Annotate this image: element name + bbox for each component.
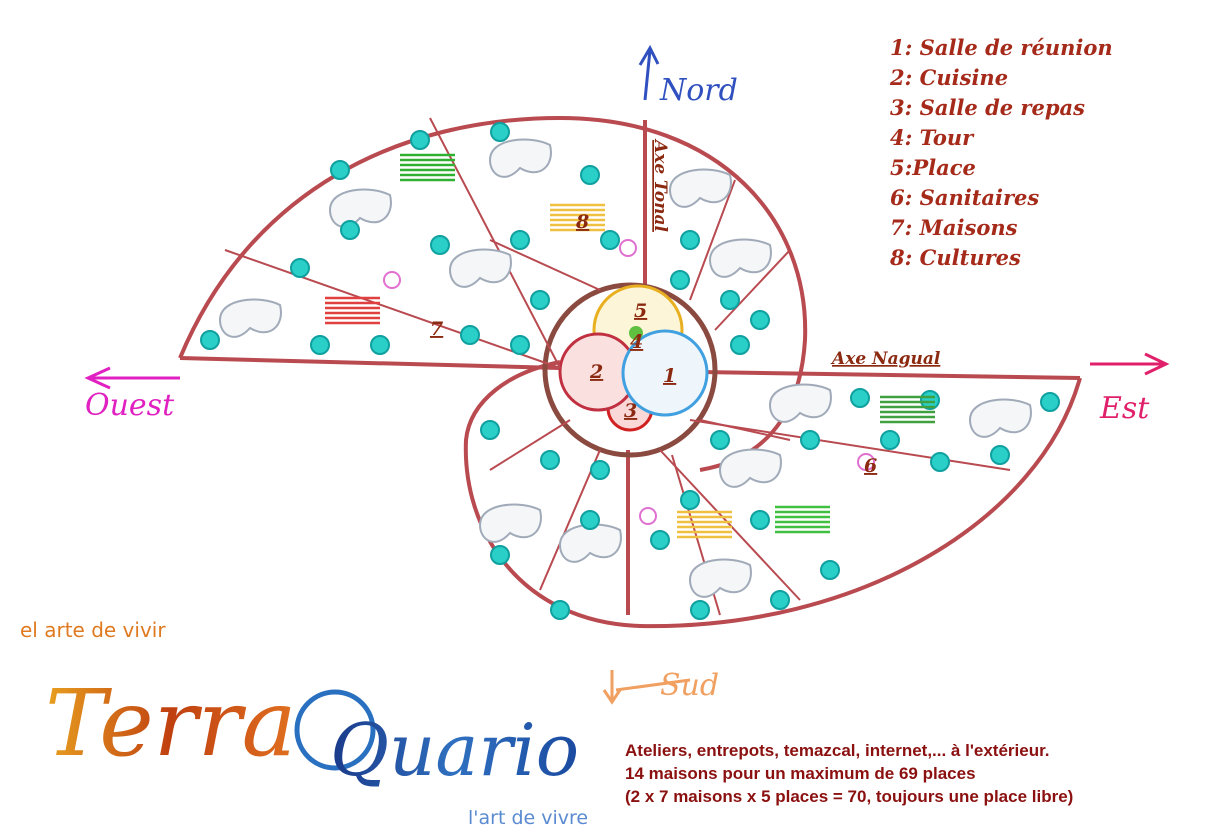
zone-label: 1 [663, 365, 676, 387]
house [490, 140, 551, 177]
resident [1041, 393, 1059, 411]
house [670, 170, 731, 207]
resident [461, 326, 479, 344]
resident [751, 311, 769, 329]
resident [721, 291, 739, 309]
resident [541, 451, 559, 469]
site-plan: 1 2 3 4 5 6 7 8 Axe Tonal Axe Nagual Nor… [0, 0, 1214, 832]
zone-label: 7 [430, 318, 443, 340]
resident [531, 291, 549, 309]
resident [341, 221, 359, 239]
resident [331, 161, 349, 179]
sanitary [384, 272, 400, 288]
resident [801, 431, 819, 449]
house [690, 560, 751, 597]
west-arrow [88, 368, 180, 388]
logo: el arte de vivir Terra Quario l'art de v… [20, 618, 588, 829]
direction-label: Sud [660, 668, 719, 703]
zone-label: 3 [624, 400, 637, 422]
house [970, 400, 1031, 437]
resident [681, 491, 699, 509]
house [220, 300, 281, 337]
resident [481, 421, 499, 439]
resident [581, 511, 599, 529]
resident [371, 336, 389, 354]
direction-label: Est [1099, 391, 1150, 426]
legend-item: 8: Cultures [889, 245, 1021, 270]
resident [581, 166, 599, 184]
house [560, 525, 621, 562]
resident [511, 336, 529, 354]
resident [991, 446, 1009, 464]
logo-tagline: l'art de vivre [468, 807, 588, 829]
logo-name: Quario [330, 708, 579, 792]
resident [291, 259, 309, 277]
resident [511, 231, 529, 249]
resident [681, 231, 699, 249]
axis-label: Axe Tonal [650, 138, 670, 232]
resident [491, 546, 509, 564]
resident [711, 431, 729, 449]
east-arrow [1090, 354, 1166, 374]
zone-label: 8 [575, 211, 589, 233]
resident [201, 331, 219, 349]
resident [651, 531, 669, 549]
zone-label: 2 [589, 361, 603, 383]
sanitary [620, 240, 636, 256]
north-arrow [640, 48, 658, 100]
resident [671, 271, 689, 289]
house [770, 385, 831, 422]
resident [551, 601, 569, 619]
legend-item: 1: Salle de réunion [890, 35, 1113, 60]
zone-label: 6 [864, 455, 877, 477]
axis-label: Axe Nagual [830, 349, 941, 369]
footer-line: 14 maisons pour un maximum de 69 places [625, 764, 976, 783]
legend-item: 2: Cuisine [889, 65, 1008, 90]
house [450, 250, 511, 287]
resident [851, 389, 869, 407]
resident [881, 431, 899, 449]
resident [431, 236, 449, 254]
logo-name: Terra [45, 670, 296, 777]
axis-nagual-east [700, 372, 1080, 378]
house [710, 240, 771, 277]
resident [931, 453, 949, 471]
footer-line: Ateliers, entrepots, temazcal, internet,… [625, 741, 1049, 760]
legend: 1: Salle de réunion 2: Cuisine 3: Salle de… [889, 35, 1113, 270]
resident [601, 231, 619, 249]
legend-item: 6: Sanitaires [890, 185, 1039, 210]
resident [771, 591, 789, 609]
zone-label: 4 [630, 331, 643, 353]
footer-line: (2 x 7 maisons x 5 places = 70, toujours… [625, 787, 1073, 806]
legend-item: 3: Salle de repas [890, 95, 1085, 120]
resident [491, 123, 509, 141]
resident [731, 336, 749, 354]
direction-label: Nord [659, 73, 738, 108]
house [480, 505, 541, 542]
house [720, 450, 781, 487]
resident [411, 131, 429, 149]
resident [311, 336, 329, 354]
legend-item: 5:Place [890, 155, 976, 180]
logo-tagline: el arte de vivir [20, 618, 166, 642]
axis-nagual-west [180, 358, 560, 368]
sanitary [640, 508, 656, 524]
resident [691, 601, 709, 619]
resident [751, 511, 769, 529]
legend-item: 4: Tour [890, 125, 975, 150]
zone-label: 5 [634, 300, 647, 322]
resident [591, 461, 609, 479]
resident [821, 561, 839, 579]
direction-label: Ouest [85, 388, 175, 423]
house [330, 190, 391, 227]
legend-item: 7: Maisons [890, 215, 1018, 240]
